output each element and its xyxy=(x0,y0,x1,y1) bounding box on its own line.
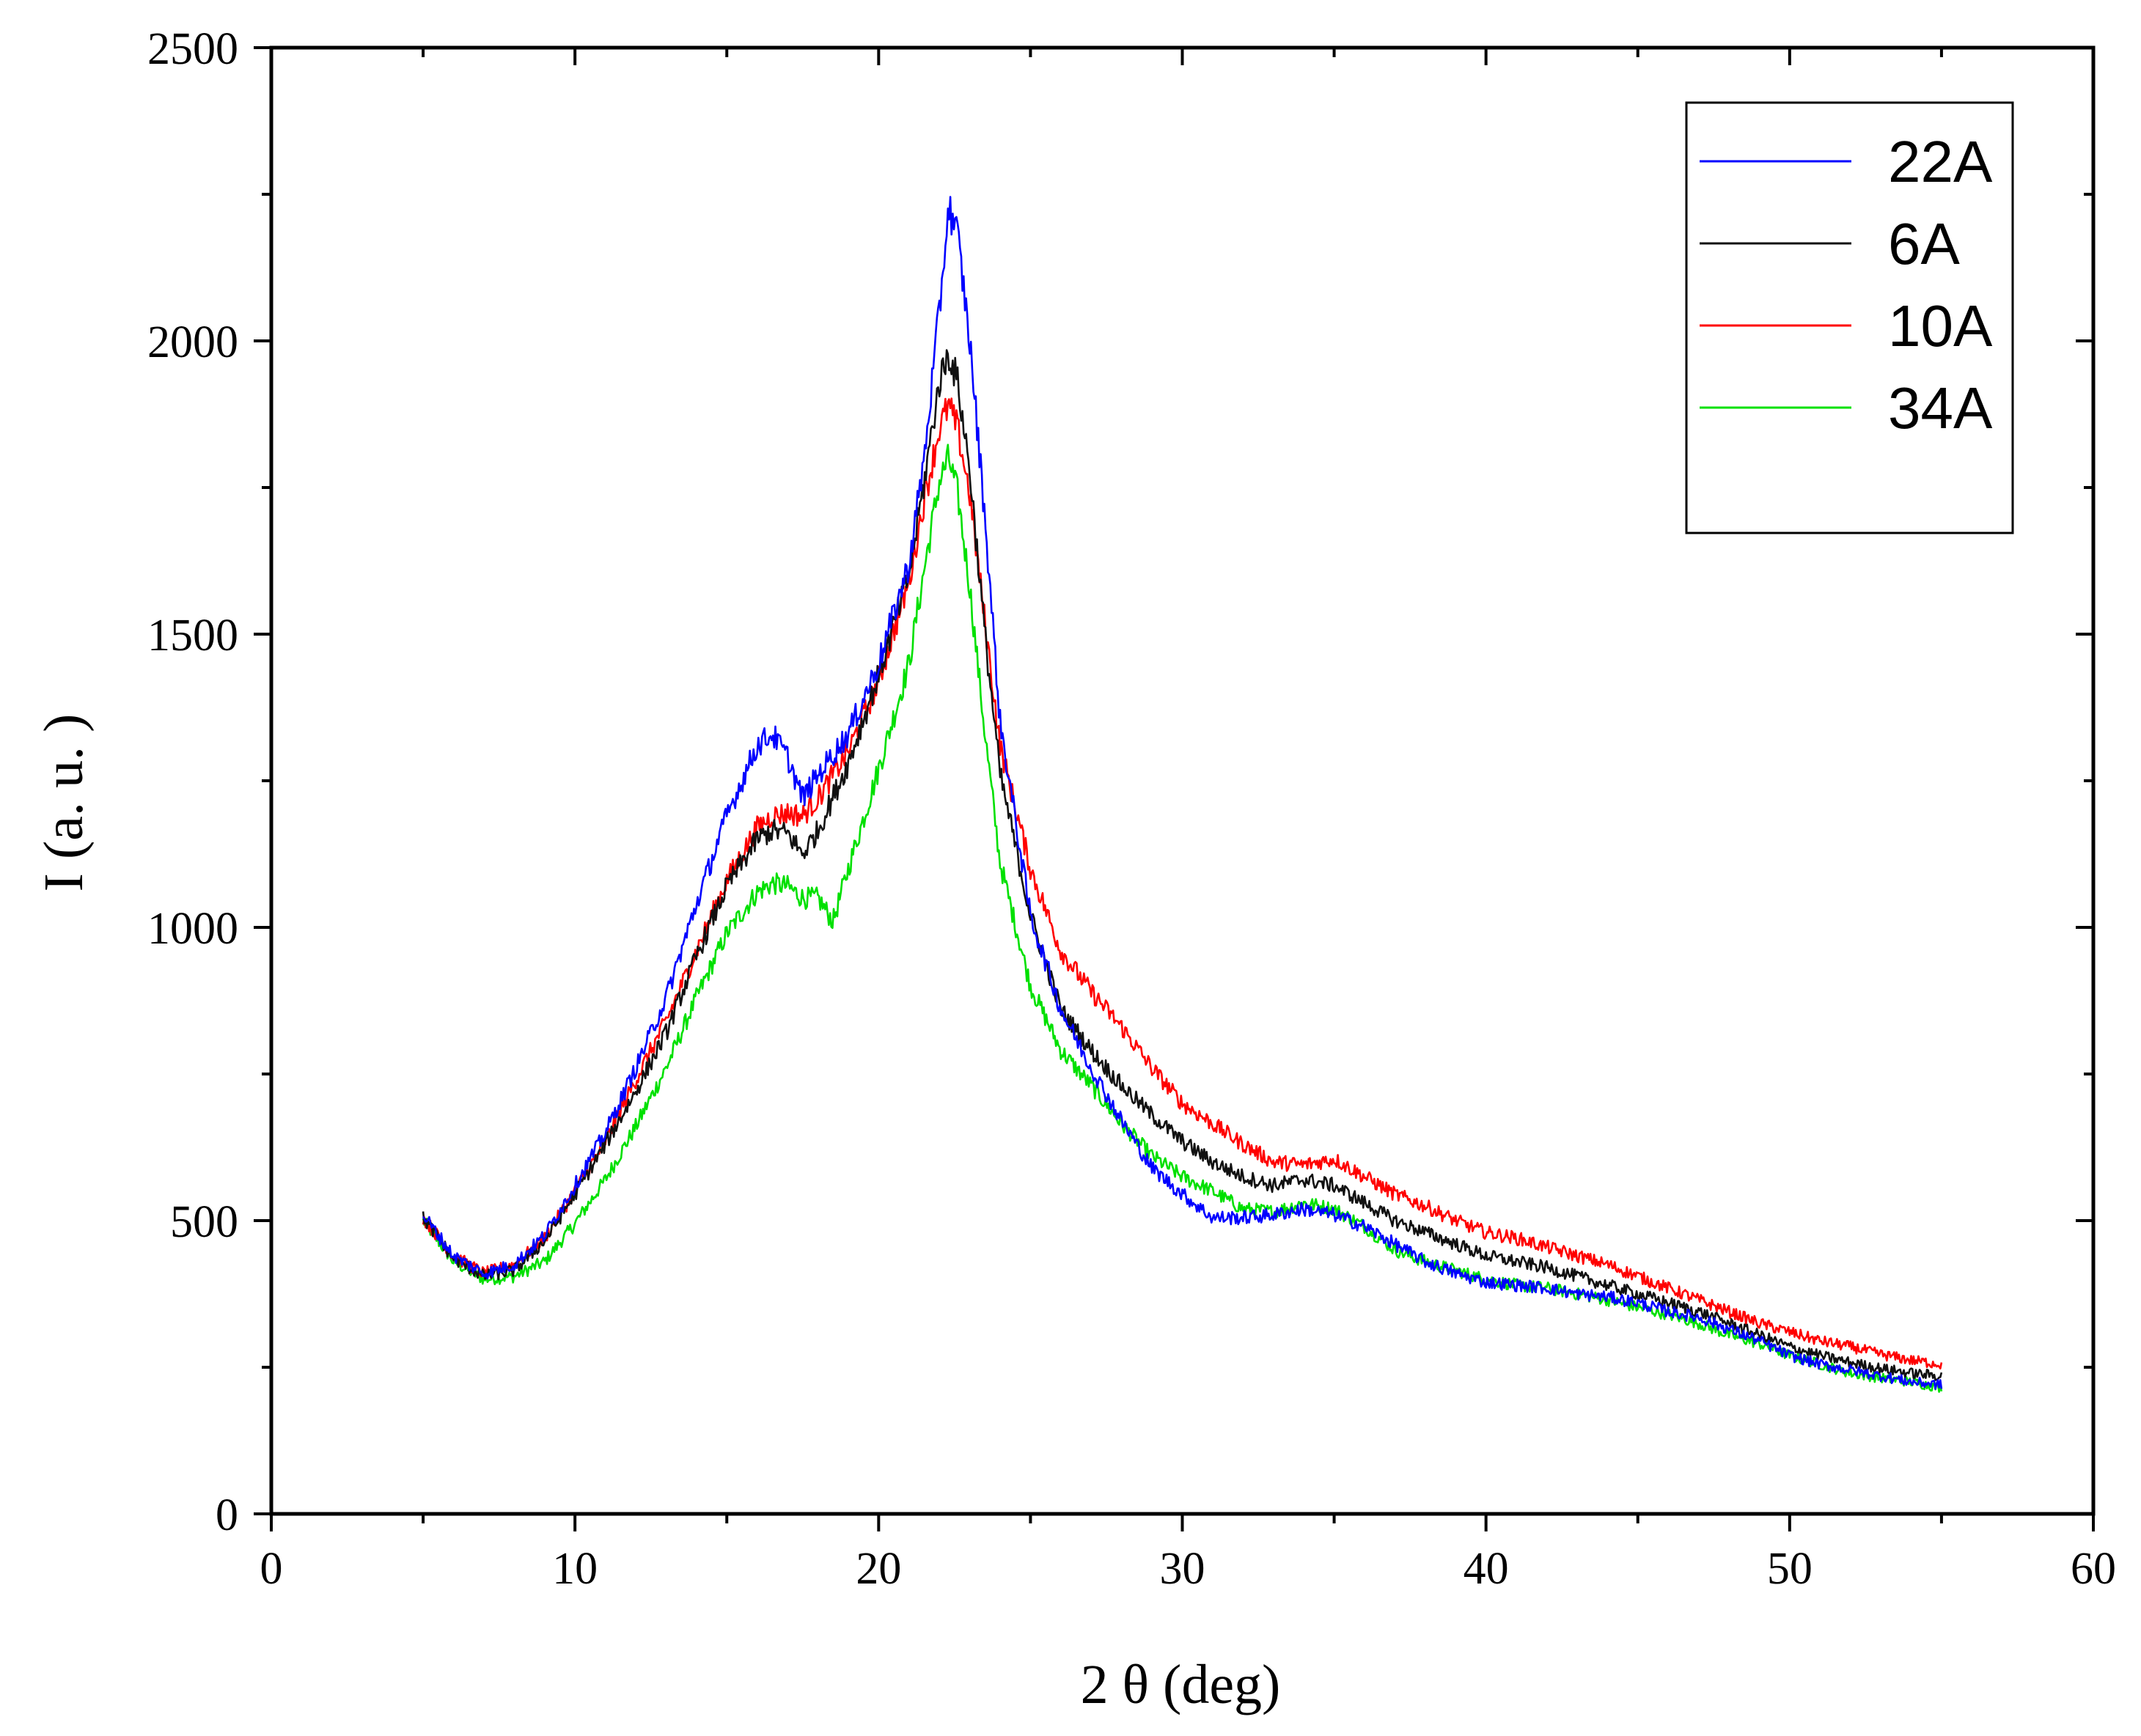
axis-layer: 0 10 20 30 40 50 60 0 500 1000 1500 2000 2500 xyxy=(147,24,2116,1594)
y-tick-label: 1000 xyxy=(147,904,238,954)
series-layer xyxy=(422,196,1943,1393)
legend-label: 34A xyxy=(1888,375,1993,441)
legend-item-22A: 22A xyxy=(1700,129,1993,194)
x-tick-label: 20 xyxy=(856,1544,901,1594)
y-tick-label: 500 xyxy=(170,1197,238,1247)
x-tick-label: 50 xyxy=(1767,1544,1813,1594)
legend-label: 10A xyxy=(1888,293,1993,358)
series-10A xyxy=(422,397,1943,1369)
series-22A xyxy=(422,196,1943,1390)
series-line-10A xyxy=(422,397,1943,1369)
y-tick-label: 2500 xyxy=(147,24,238,74)
legend-label: 22A xyxy=(1888,129,1993,194)
x-tick-label: 40 xyxy=(1464,1544,1509,1594)
legend-label: 6A xyxy=(1888,211,1960,276)
x-tick-label: 60 xyxy=(2071,1544,2116,1594)
axis-titles: 2 θ (deg) I (a. u. ) xyxy=(33,714,1280,1715)
x-tick-label: 30 xyxy=(1160,1544,1205,1594)
series-line-22A xyxy=(422,196,1943,1390)
series-34A xyxy=(422,444,1943,1393)
x-axis-title: 2 θ (deg) xyxy=(1081,1654,1281,1715)
y-axis-title: I (a. u. ) xyxy=(33,714,95,892)
y-tick-label: 0 xyxy=(216,1490,238,1540)
legend-item-6A: 6A xyxy=(1700,211,1960,276)
y-tick-label: 2000 xyxy=(147,317,238,367)
y-tick-label: 1500 xyxy=(147,611,238,661)
series-line-34A xyxy=(422,444,1943,1393)
legend-item-10A: 10A xyxy=(1700,293,1993,358)
legend: 22A 6A 10A 34A xyxy=(1685,101,2014,534)
x-tick-label: 0 xyxy=(260,1544,283,1594)
legend-item-34A: 34A xyxy=(1700,375,1993,441)
x-tick-label: 10 xyxy=(552,1544,598,1594)
legend-box xyxy=(1685,101,2014,534)
